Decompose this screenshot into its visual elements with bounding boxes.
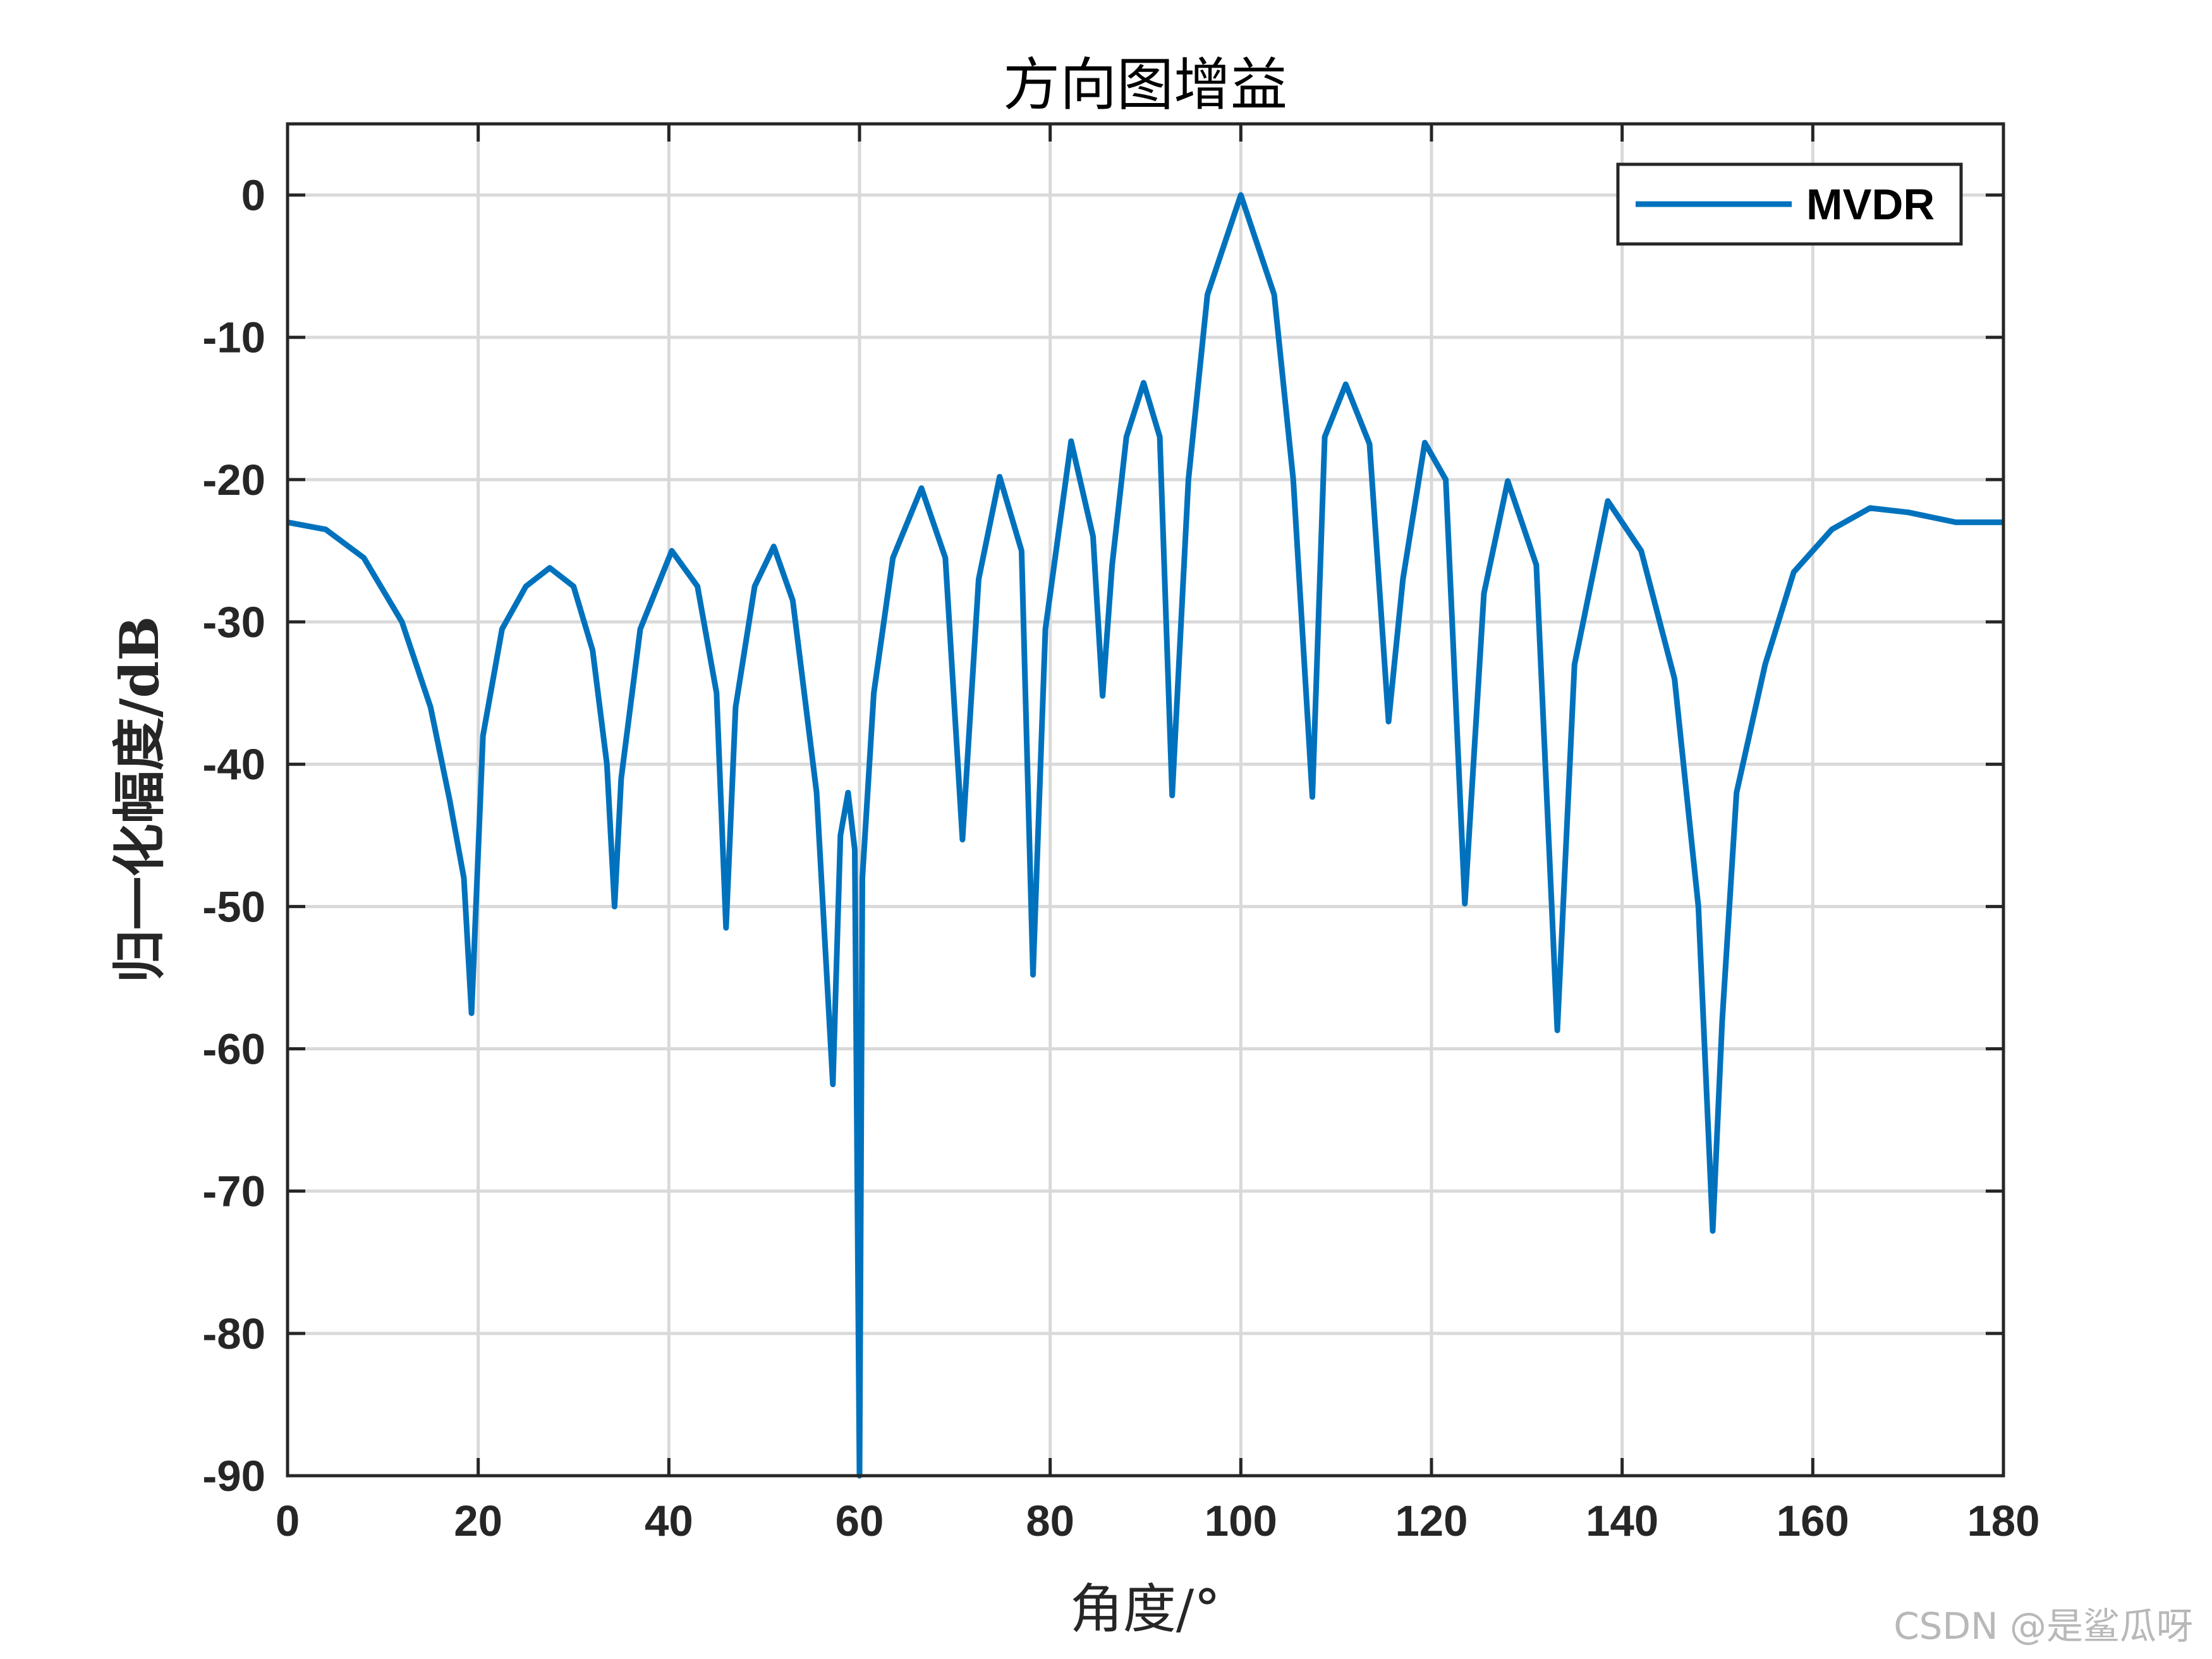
grid-lines [288,124,2003,1476]
x-axis-label: 角度/° [1070,1578,1220,1640]
x-tick-label: 100 [1205,1497,1277,1545]
y-tick-label: -20 [202,456,265,504]
x-tick-label: 160 [1777,1497,1849,1545]
x-tick-label: 60 [836,1497,884,1545]
y-tick-labels: 0 -10 -20 -30 -40 -50 -60 -70 -80 -90 [202,171,265,1500]
legend: MVDR [1616,162,1963,246]
x-tick-label: 40 [645,1497,693,1545]
y-tick-label: -40 [202,740,265,789]
y-tick-label: -90 [202,1452,265,1500]
plot-area [288,124,2003,1476]
chart-title: 方向图增益 [1003,52,1287,118]
x-tick-label: 80 [1026,1497,1074,1545]
y-axis-label: 归一化幅度/dB [108,616,171,983]
plot-frame [286,122,2005,1478]
x-tick-labels: 0 20 40 60 80 100 120 140 160 180 [276,1497,2040,1545]
y-tick-label: -70 [202,1167,265,1216]
series-group [287,192,2003,1479]
series-line-mvdr [287,192,2003,1479]
x-tick-label: 20 [454,1497,502,1545]
watermark: CSDN @是鲨瓜呀 [1893,1605,2193,1648]
y-tick-label: -80 [202,1310,265,1358]
legend-label-mvdr: MVDR [1806,180,1935,229]
x-tick-label: 0 [276,1497,300,1545]
y-tick-label: -60 [202,1025,265,1074]
y-tick-label: -30 [202,598,265,647]
y-tick-label: -10 [202,313,265,362]
x-tick-label: 180 [1967,1497,2039,1545]
y-tick-label: -50 [202,882,265,931]
y-tick-label: 0 [241,171,265,220]
x-tick-label: 120 [1395,1497,1468,1545]
x-tick-label: 140 [1586,1497,1658,1545]
